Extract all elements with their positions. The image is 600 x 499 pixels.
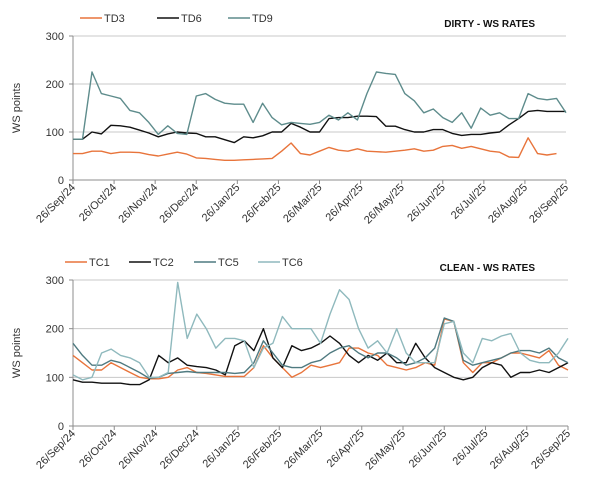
legend-item-td6: TD6: [157, 13, 202, 25]
x-tick-label: 26/Jul/25: [449, 182, 489, 222]
x-tick-label: 26/Apr/25: [323, 182, 365, 224]
series-line-td9: [73, 71, 567, 140]
legend-label: TC1: [89, 257, 110, 269]
x-tick-label: 26/May/25: [362, 182, 407, 227]
y-tick-label: 200: [46, 79, 64, 91]
x-tick-label: 26/Mar/25: [282, 428, 326, 472]
x-tick-label: 26/Nov/24: [116, 182, 160, 226]
y-tick-label: 0: [58, 175, 64, 187]
x-tick-label: 26/Aug/25: [486, 182, 530, 226]
legend-item-tc2: TC2: [129, 257, 174, 269]
legend-item-tc1: TC1: [65, 257, 110, 269]
x-tick-label: 26/Oct/24: [77, 182, 119, 224]
legend-label: TD3: [104, 13, 125, 25]
y-tick-label: 100: [46, 127, 64, 139]
x-tick-label: 26/Sep/25: [529, 428, 573, 472]
series-line-tc2: [72, 328, 569, 386]
series-line-td3: [73, 137, 557, 162]
legend-item-td9: TD9: [228, 13, 273, 25]
series-line-tc1: [72, 318, 569, 380]
x-tick-label: 26/May/25: [363, 428, 408, 473]
legend-label: TC6: [282, 257, 303, 269]
x-tick-label: 26/Mar/25: [281, 182, 325, 226]
x-tick-label: 26/Jan/25: [200, 428, 243, 471]
x-tick-label: 26/Sep/25: [527, 182, 571, 226]
y-tick-label: 0: [58, 421, 64, 433]
y-tick-label: 300: [46, 31, 64, 43]
x-tick-label: 26/Jun/25: [405, 182, 448, 225]
x-tick-label: 26/Sep/24: [34, 182, 78, 226]
series-line-td6: [73, 109, 566, 144]
x-tick-label: 26/Jan/25: [200, 182, 243, 225]
y-tick-label: 100: [46, 372, 64, 384]
x-tick-label: 26/Jun/25: [407, 428, 450, 471]
y-tick-label: 200: [46, 324, 64, 336]
x-tick-label: 26/Aug/25: [488, 428, 532, 472]
x-tick-label: 26/Feb/25: [240, 182, 284, 226]
x-tick-label: 26/Nov/24: [117, 428, 161, 472]
x-tick-label: 26/Jul/25: [451, 428, 491, 468]
legend-label: TC2: [153, 257, 174, 269]
legend-item-tc6: TC6: [258, 257, 303, 269]
y-axis-title: WS points: [11, 82, 23, 133]
legend-label: TD6: [181, 13, 202, 25]
x-tick-label: 26/Apr/25: [325, 428, 367, 470]
series-line-tc5: [72, 317, 569, 379]
x-tick-label: 26/Dec/24: [157, 182, 201, 226]
y-tick-label: 300: [46, 275, 64, 287]
chart-title: DIRTY - WS RATES: [444, 19, 535, 30]
x-tick-label: 26/Dec/24: [158, 428, 202, 472]
x-tick-label: 26/Sep/24: [34, 428, 78, 472]
chart-title: CLEAN - WS RATES: [440, 263, 536, 274]
series-line-tc6: [72, 281, 569, 381]
x-tick-label: 26/Feb/25: [241, 428, 285, 472]
legend-item-tc5: TC5: [194, 257, 239, 269]
x-tick-label: 26/Oct/24: [77, 428, 119, 470]
y-axis-title: WS points: [11, 327, 23, 378]
legend-label: TD9: [252, 13, 273, 25]
dirty-ws-rates-chart: 010020030026/Sep/2426/Oct/2426/Nov/2426/…: [11, 13, 571, 226]
legend-item-td3: TD3: [80, 13, 125, 25]
legend-label: TC5: [218, 257, 239, 269]
